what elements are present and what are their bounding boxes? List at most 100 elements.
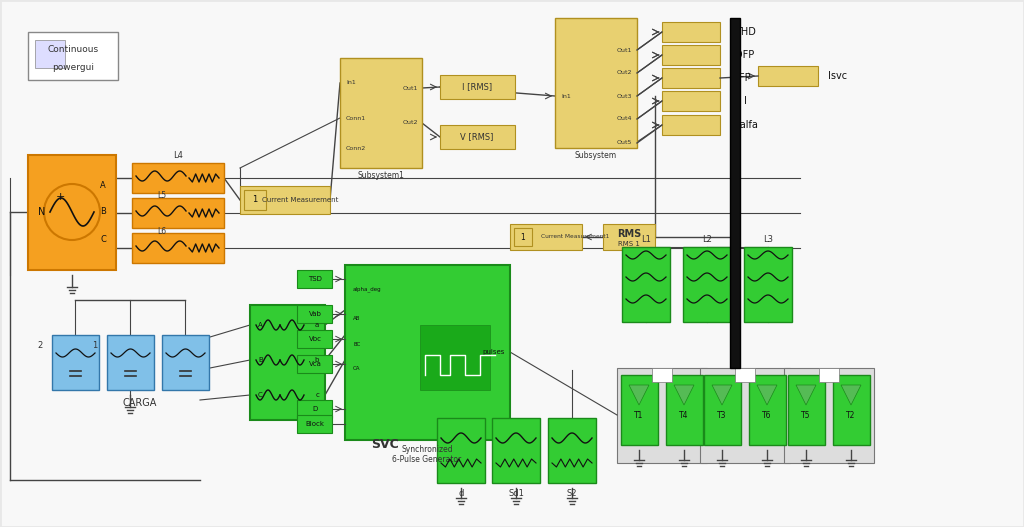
- Text: C: C: [100, 236, 106, 245]
- Text: N: N: [38, 207, 45, 217]
- Bar: [340, 58, 422, 168]
- Text: SVC: SVC: [371, 438, 399, 452]
- Bar: [510, 224, 582, 250]
- Text: Out3: Out3: [616, 93, 632, 99]
- Text: 1: 1: [92, 340, 97, 349]
- Text: S2: S2: [566, 489, 578, 497]
- Text: THD: THD: [734, 27, 756, 37]
- Text: T6: T6: [762, 411, 772, 419]
- Text: T1: T1: [634, 411, 644, 419]
- Text: Out1: Out1: [616, 47, 632, 53]
- Bar: [492, 418, 540, 483]
- Bar: [622, 247, 670, 322]
- Polygon shape: [629, 385, 649, 405]
- Bar: [662, 45, 720, 65]
- Text: L3: L3: [763, 235, 773, 243]
- Text: C: C: [258, 392, 263, 398]
- Text: DFP: DFP: [735, 50, 755, 60]
- Text: pulses: pulses: [482, 349, 505, 355]
- Bar: [244, 190, 266, 210]
- Text: I_alfa: I_alfa: [732, 120, 758, 131]
- Text: a: a: [314, 322, 319, 328]
- Text: Synchronized: Synchronized: [401, 445, 453, 454]
- Bar: [735, 368, 755, 382]
- Bar: [784, 368, 874, 463]
- Bar: [621, 375, 658, 445]
- Bar: [297, 400, 332, 418]
- Text: B: B: [258, 357, 263, 363]
- Bar: [705, 375, 741, 445]
- Text: Out2: Out2: [402, 121, 418, 125]
- Text: In1: In1: [346, 81, 355, 85]
- Text: Sd1: Sd1: [508, 489, 524, 497]
- Text: Subsystem: Subsystem: [574, 151, 617, 161]
- Bar: [555, 18, 637, 148]
- Bar: [652, 368, 672, 382]
- Polygon shape: [841, 385, 861, 405]
- Text: L2: L2: [702, 235, 712, 243]
- Bar: [297, 270, 332, 288]
- Text: Out1: Out1: [402, 85, 418, 91]
- Bar: [662, 68, 720, 88]
- Text: Vca: Vca: [308, 361, 322, 367]
- Text: Current Measurement1: Current Measurement1: [541, 235, 609, 239]
- Bar: [548, 418, 596, 483]
- Text: V [RMS]: V [RMS]: [461, 132, 494, 142]
- Text: Out4: Out4: [616, 116, 632, 122]
- Text: A: A: [258, 322, 263, 328]
- Bar: [28, 155, 116, 270]
- Text: T5: T5: [801, 411, 811, 419]
- Bar: [132, 233, 224, 263]
- Bar: [52, 335, 99, 390]
- Text: 2: 2: [37, 340, 43, 349]
- Bar: [297, 355, 332, 373]
- Text: L4: L4: [173, 151, 183, 160]
- Text: +: +: [55, 192, 65, 202]
- Text: FP: FP: [739, 73, 751, 83]
- Text: Conn1: Conn1: [346, 115, 367, 121]
- Text: Block: Block: [305, 421, 325, 427]
- Bar: [297, 330, 332, 348]
- Text: alpha_deg: alpha_deg: [353, 286, 382, 292]
- Text: Conn2: Conn2: [346, 145, 367, 151]
- Bar: [345, 265, 510, 440]
- Text: TSD: TSD: [308, 276, 322, 282]
- Text: RMS 1: RMS 1: [618, 241, 640, 247]
- Text: B: B: [100, 208, 106, 217]
- Bar: [420, 325, 490, 390]
- Bar: [819, 368, 839, 382]
- Text: Subsystem1: Subsystem1: [357, 171, 404, 181]
- Text: T3: T3: [717, 411, 727, 419]
- Text: L5: L5: [158, 191, 167, 200]
- Text: 1: 1: [520, 232, 525, 241]
- Text: Continuous: Continuous: [47, 45, 98, 54]
- Bar: [240, 186, 330, 214]
- Text: Out2: Out2: [616, 71, 632, 75]
- Bar: [132, 163, 224, 193]
- Bar: [758, 66, 818, 86]
- Polygon shape: [712, 385, 732, 405]
- Text: b: b: [314, 357, 319, 363]
- Bar: [297, 415, 332, 433]
- Polygon shape: [796, 385, 816, 405]
- Bar: [833, 375, 870, 445]
- Text: Current Measurement: Current Measurement: [262, 197, 338, 203]
- Text: I [RMS]: I [RMS]: [462, 83, 493, 92]
- Text: T4: T4: [679, 411, 689, 419]
- Bar: [162, 335, 209, 390]
- Text: L6: L6: [158, 227, 167, 236]
- Bar: [603, 224, 655, 250]
- Bar: [28, 32, 118, 80]
- Text: d: d: [459, 489, 464, 497]
- Bar: [700, 368, 790, 463]
- Bar: [662, 115, 720, 135]
- Bar: [35, 40, 65, 68]
- Bar: [440, 75, 515, 99]
- Text: L1: L1: [641, 235, 651, 243]
- Bar: [662, 22, 720, 42]
- Text: Vbc: Vbc: [308, 336, 322, 342]
- Text: Out5: Out5: [616, 140, 632, 144]
- Bar: [744, 247, 792, 322]
- Circle shape: [44, 184, 100, 240]
- Text: powergui: powergui: [52, 63, 94, 73]
